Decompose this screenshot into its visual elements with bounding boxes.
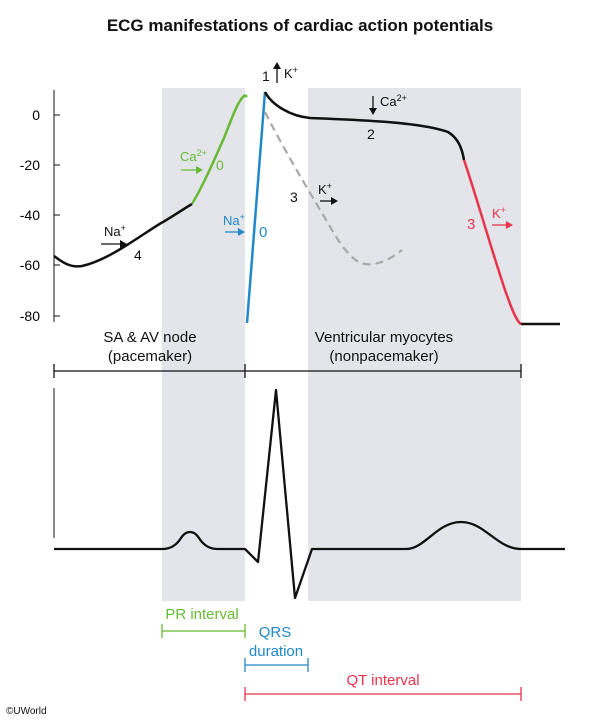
phase-label-0-ventricular: 0 <box>259 224 267 241</box>
ca-influx-arrow-phase0 <box>181 166 203 174</box>
y-tick-label: -80 <box>20 308 40 324</box>
ion-symbol: K <box>318 182 327 197</box>
y-tick-label: 0 <box>32 107 40 123</box>
pr-interval-label: PR interval <box>165 606 238 623</box>
ion-symbol: Na <box>223 213 240 228</box>
ion-charge: + <box>121 223 126 233</box>
pacemaker-phase4-curve <box>53 202 193 268</box>
region-label-ventricular-sub: (nonpacemaker) <box>329 348 438 365</box>
copyright-label: ©UWorld <box>6 706 47 717</box>
diagram-title: ECG manifestations of cardiac action pot… <box>106 16 494 35</box>
y-tick-label: -60 <box>20 257 40 273</box>
phase-label-3-dashed: 3 <box>290 189 298 205</box>
pacemaker-repolarization-connector <box>244 94 248 98</box>
qrs-duration-label-line2: duration <box>249 643 303 660</box>
shaded-band-ventricular <box>308 88 521 601</box>
ion-symbol: Ca <box>180 149 197 164</box>
region-label-sa-av-sub: (pacemaker) <box>108 348 192 365</box>
qrs-duration-label: QRS <box>259 624 292 641</box>
ion-symbol: Na <box>104 224 121 239</box>
ventricular-phase3-repolarization <box>462 159 522 326</box>
y-tick-label: -40 <box>20 207 40 223</box>
ventricular-phase1-2-plateau <box>263 91 466 161</box>
ventricular-early-repolarization-dashed <box>264 111 403 266</box>
ion-label-ca-phase0: Ca2+ <box>180 148 207 164</box>
phase-label-1: 1 <box>262 68 270 84</box>
na-influx-arrow-ventricular <box>225 228 245 236</box>
region-bracket <box>53 364 522 378</box>
ion-label-na-ventricular: Na+ <box>223 212 245 228</box>
qt-interval-bracket <box>244 687 522 701</box>
phase-label-2: 2 <box>367 126 375 142</box>
ion-charge: 2+ <box>197 148 207 158</box>
pr-interval-bracket <box>161 624 246 638</box>
k-efflux-arrow-phase3 <box>492 221 513 229</box>
ion-charge: 2+ <box>397 93 407 103</box>
ion-charge: + <box>501 205 506 215</box>
phase-label-3: 3 <box>467 216 475 233</box>
ecg-trace <box>54 388 565 600</box>
ion-symbol: K <box>492 206 501 221</box>
ion-label-k-phase1: K+ <box>284 65 298 81</box>
ion-label-k-phase3-dashed: K+ <box>318 181 332 197</box>
phase-label-4-pacemaker: 4 <box>134 247 142 263</box>
pacemaker-phase0-curve <box>190 93 246 205</box>
ion-label-na-phase4: Na+ <box>104 223 126 239</box>
ventricular-phase0-upstroke <box>245 91 267 324</box>
ion-label-k-phase3: K+ <box>492 205 506 221</box>
shaded-band-sa-av <box>162 88 245 601</box>
region-label-sa-av: SA & AV node <box>103 329 196 346</box>
region-label-ventricular: Ventricular myocytes <box>315 329 453 346</box>
y-tick-label: -20 <box>20 157 40 173</box>
ion-charge: + <box>240 212 245 222</box>
ca-influx-arrow-phase2 <box>369 96 377 115</box>
k-efflux-arrow-phase3-dashed <box>320 197 338 205</box>
qrs-duration-bracket <box>244 658 309 672</box>
ion-charge: + <box>293 65 298 75</box>
na-influx-arrow-phase4 <box>101 240 127 248</box>
ion-label-ca-phase2: Ca2+ <box>380 93 407 109</box>
ion-charge: + <box>327 181 332 191</box>
qt-interval-label: QT interval <box>346 672 419 689</box>
ion-symbol: Ca <box>380 94 397 109</box>
ion-symbol: K <box>284 66 293 81</box>
phase-label-0-pacemaker: 0 <box>216 157 224 173</box>
y-axis-ticks <box>54 114 60 317</box>
k-efflux-arrow-phase1 <box>273 62 281 83</box>
